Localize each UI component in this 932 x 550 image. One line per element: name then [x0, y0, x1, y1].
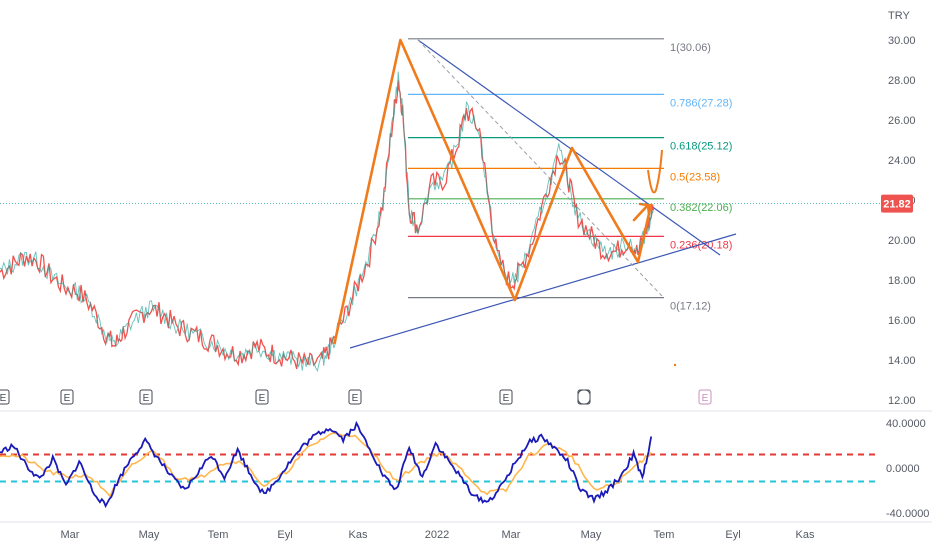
oscillator-fast-line[interactable] [0, 420, 653, 509]
price-series-shadow [0, 71, 654, 373]
time-tick-label: May [139, 529, 160, 541]
price-pane[interactable] [0, 0, 880, 410]
dot-marker [673, 363, 677, 367]
time-tick-label: 2022 [425, 529, 449, 541]
time-tick-label: Kas [349, 529, 368, 541]
fib-level-label: 0.5(23.58) [670, 171, 720, 183]
fib-level-label: 1(30.06) [670, 42, 711, 54]
time-tick-label: Eyl [725, 529, 740, 541]
price-tick-label: 12.00 [888, 395, 916, 407]
wave-pattern-drawing[interactable] [333, 38, 653, 345]
price-tick-label: 26.00 [888, 115, 916, 127]
last-price-tag[interactable] [881, 194, 913, 213]
price-y-axis[interactable]: 30.0028.0026.0024.0022.0020.0018.0016.00… [888, 35, 916, 407]
earnings-event-marker[interactable] [255, 389, 269, 405]
oscillator-y-axis[interactable]: 40.0000 0.0000 -40.0000 [886, 418, 929, 520]
currency-label: TRY [888, 10, 910, 22]
upper-trendline[interactable] [417, 39, 721, 256]
price-tick-label: 28.00 [888, 75, 916, 87]
time-tick-label: Kas [796, 529, 815, 541]
earnings-event-label: E [64, 393, 71, 404]
earnings-event-marker[interactable] [0, 389, 10, 405]
earnings-event-marker[interactable] [348, 389, 362, 405]
fib-level-label: 0.618(25.12) [670, 141, 732, 153]
oscillator-tick-label: 40.0000 [886, 418, 926, 430]
price-tick-label: 16.00 [888, 315, 916, 327]
time-tick-label: Eyl [277, 529, 292, 541]
earnings-event-label: E [0, 393, 7, 404]
oscillator-tick-label: 0.0000 [886, 463, 920, 475]
price-tick-label: 20.00 [888, 235, 916, 247]
earnings-event-label: E [143, 393, 150, 404]
fib-level-label: 0.382(22.06) [670, 202, 732, 214]
earnings-event-label: E [503, 393, 510, 404]
time-tick-label: Mar [61, 529, 80, 541]
price-tick-label: 14.00 [888, 355, 916, 367]
earnings-event-marker[interactable] [698, 389, 712, 405]
projection-curve-drawing[interactable] [647, 149, 663, 194]
earnings-event-marker[interactable] [60, 389, 74, 405]
lower-trendline[interactable] [349, 233, 737, 349]
time-axis[interactable]: Mar May Tem Eyl Kas 2022 Mar May Tem Eyl Kas [61, 529, 815, 541]
time-tick-label: May [581, 529, 602, 541]
oscillator-pane[interactable] [0, 412, 880, 522]
dividend-event-marker[interactable] [577, 389, 591, 405]
time-tick-label: Mar [502, 529, 521, 541]
fib-level-label: 0.786(27.28) [670, 97, 732, 109]
earnings-event-marker[interactable] [139, 389, 153, 405]
arrow-up-icon [632, 202, 651, 222]
price-tick-label: 30.00 [888, 35, 916, 47]
earnings-events-row[interactable]: EEEEEEEE [0, 389, 712, 405]
time-tick-label: Tem [654, 529, 675, 541]
earnings-event-marker[interactable] [499, 389, 513, 405]
fib-level-label: 0(17.12) [670, 301, 711, 313]
last-price-value: 21.82 [883, 199, 911, 211]
earnings-event-label: E [259, 393, 266, 404]
price-series-line[interactable] [0, 80, 655, 370]
earnings-event-label: E [702, 393, 709, 404]
price-tick-label: 24.00 [888, 155, 916, 167]
time-tick-label: Tem [208, 529, 229, 541]
fibonacci-retracement[interactable]: 1(30.06) 0.786(27.28) 0.618(25.12) 0.5(23.5… [408, 38, 732, 313]
oscillator-tick-label: -40.0000 [886, 508, 929, 520]
earnings-event-label: E [352, 393, 359, 404]
price-tick-label: 18.00 [888, 275, 916, 287]
